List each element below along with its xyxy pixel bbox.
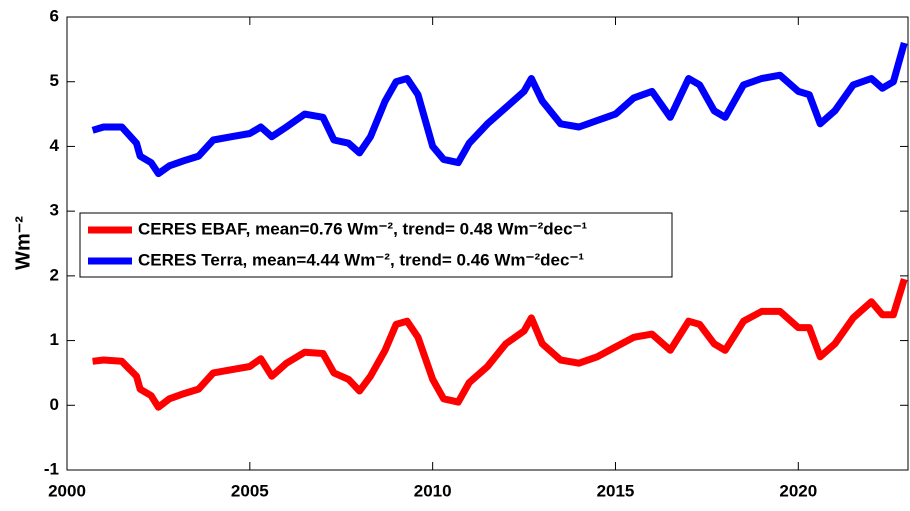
- x-tick-label: 2020: [779, 481, 817, 500]
- y-axis-label: Wm⁻²: [12, 216, 34, 270]
- x-tick-label: 2005: [231, 481, 269, 500]
- y-tick-label: 0: [50, 395, 59, 414]
- x-tick-label: 2015: [597, 481, 635, 500]
- plot-frame: [66, 16, 909, 471]
- legend-box: [79, 212, 673, 278]
- legend-label: CERES EBAF, mean=0.76 Wm⁻², trend= 0.48 …: [138, 219, 588, 238]
- y-tick-label: 5: [50, 71, 59, 90]
- y-tick-label: 1: [50, 330, 59, 349]
- x-tick-label: 2010: [414, 481, 452, 500]
- y-tick-label: -1: [44, 459, 59, 478]
- y-tick-label: 3: [50, 201, 59, 220]
- y-tick-label: 2: [50, 265, 59, 284]
- legend-label: CERES Terra, mean=4.44 Wm⁻², trend= 0.46…: [138, 250, 584, 269]
- series-line: [91, 41, 908, 178]
- series-line: [92, 278, 908, 411]
- y-tick-label: 6: [50, 6, 59, 25]
- y-tick-label: 4: [50, 136, 60, 155]
- x-tick-label: 2000: [48, 481, 86, 500]
